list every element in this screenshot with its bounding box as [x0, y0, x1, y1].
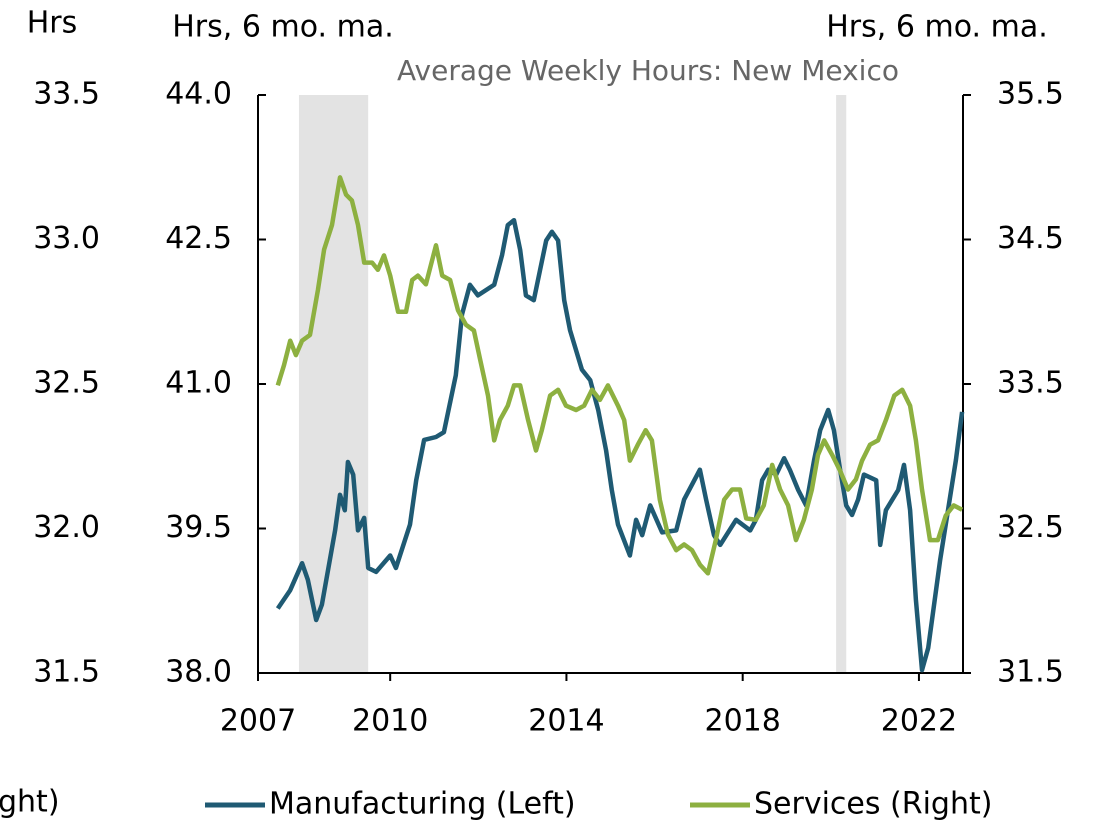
x-tick-label: 2018 — [705, 704, 781, 739]
yticks-label: 39.5 — [165, 510, 232, 545]
yticks-label: 42.5 — [165, 221, 232, 256]
x-tick-label: 2014 — [528, 704, 604, 739]
y2ticks-label: 35.5 — [997, 77, 1064, 112]
x-tick-label: 2022 — [881, 704, 957, 739]
series-line — [275, 217, 965, 673]
legend-fragment: ght) — [0, 785, 60, 820]
yticks-label: 44.0 — [165, 77, 232, 112]
y3ticks-label: 32.5 — [33, 366, 100, 401]
chart-title: Average Weekly Hours: New Mexico — [397, 54, 899, 87]
y2ticks-label: 32.5 — [997, 510, 1064, 545]
y3ticks-label: 32.0 — [33, 510, 100, 545]
y3ticks-label: 33.5 — [33, 77, 100, 112]
y2ticks-label: 33.5 — [997, 366, 1064, 401]
right-axis-label: Hrs, 6 mo. ma. — [826, 10, 1047, 45]
y3ticks-label: 31.5 — [33, 655, 100, 690]
y2ticks-label: 34.5 — [997, 221, 1064, 256]
far-left-axis-label: Hrs — [27, 6, 78, 41]
x-tick-label: 2007 — [220, 704, 296, 739]
left-axis-label: Hrs, 6 mo. ma. — [172, 10, 393, 45]
y3ticks-label: 33.0 — [33, 221, 100, 256]
legend-label: Manufacturing (Left) — [269, 787, 576, 822]
series-line — [275, 175, 964, 576]
recession-band — [298, 95, 369, 673]
recession-band — [836, 95, 847, 673]
yticks-label: 38.0 — [165, 655, 232, 690]
y2ticks-label: 31.5 — [997, 655, 1064, 690]
legend-label: Services (Right) — [754, 787, 992, 822]
x-tick-label: 2010 — [352, 704, 428, 739]
yticks-label: 41.0 — [165, 366, 232, 401]
